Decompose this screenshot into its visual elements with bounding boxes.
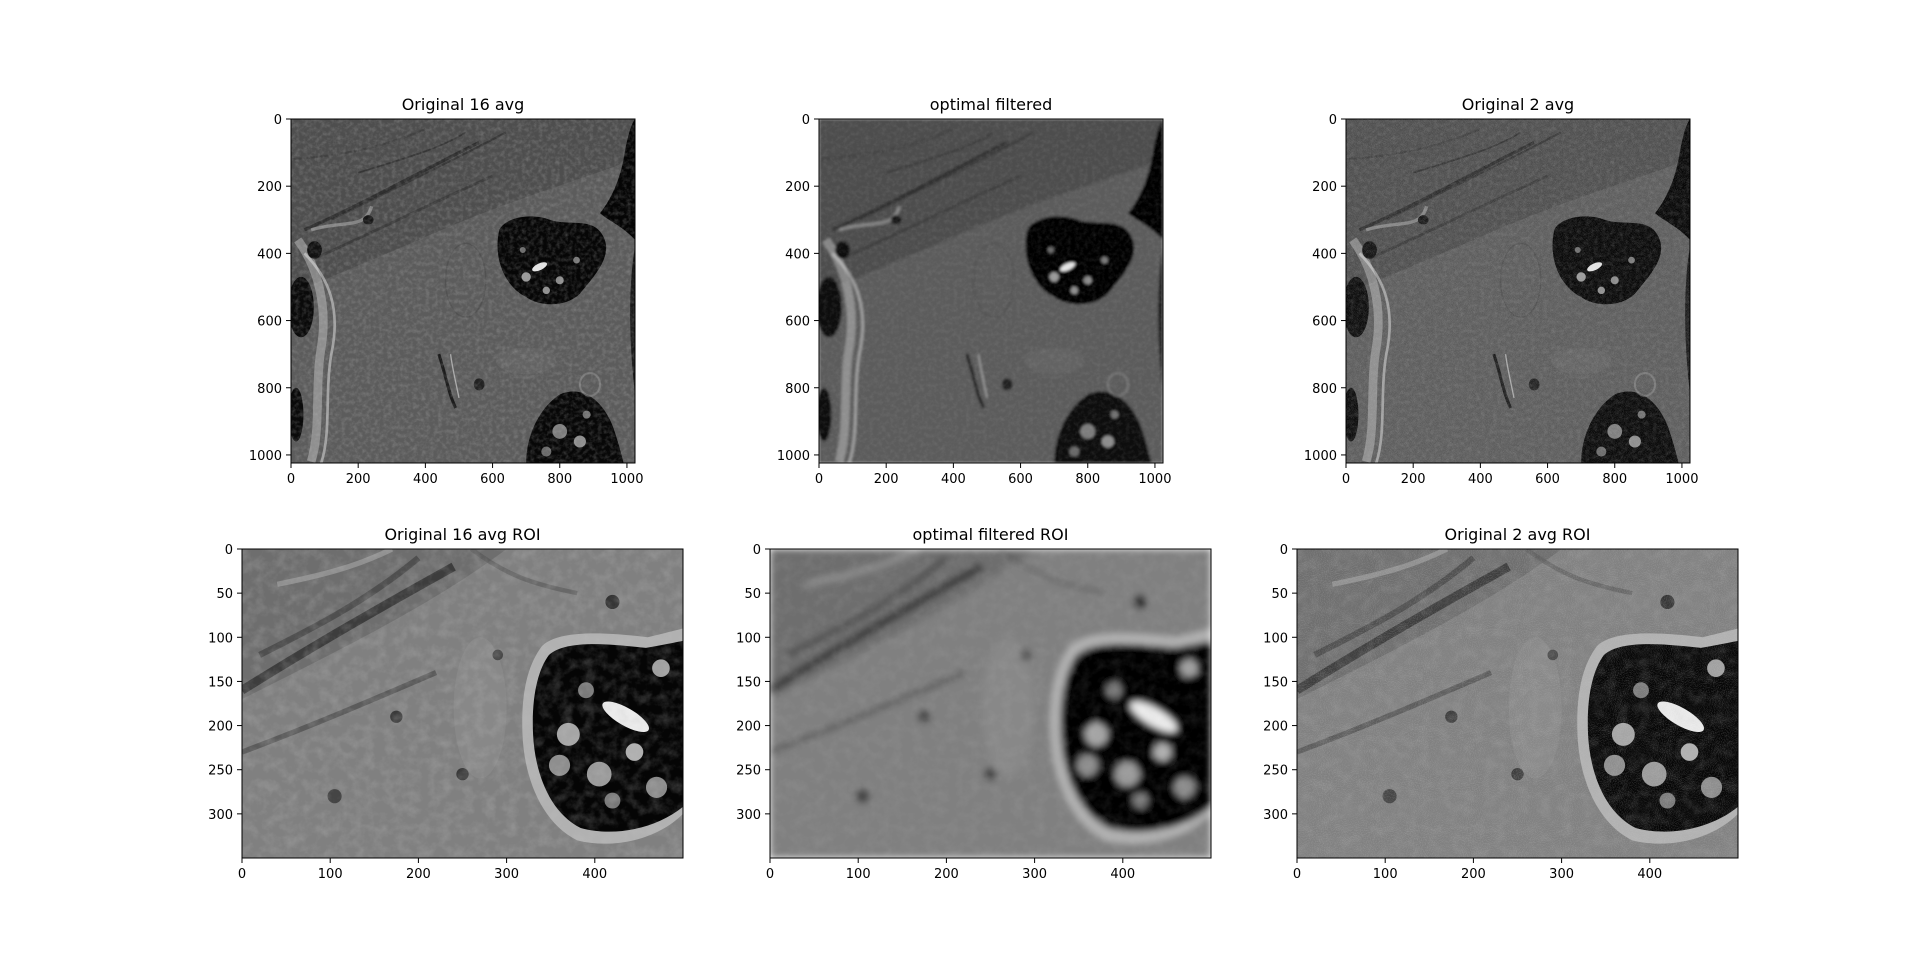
- panel-image-optimal: [819, 119, 1163, 464]
- y-tick-label: 50: [1271, 587, 1288, 602]
- y-tick-label: 300: [208, 808, 233, 823]
- panel-orig2: Original 2 avg 0 200 400 600 800 1000 0 200 400 60…: [1304, 95, 1699, 487]
- axes-frame: [290, 118, 636, 464]
- x-tick-label: 1000: [610, 472, 643, 487]
- y-tick-label: 50: [744, 587, 761, 602]
- y-tick-label: 250: [1263, 764, 1288, 779]
- y-tick-label: 150: [1263, 675, 1288, 690]
- x-tick-label: 100: [846, 867, 871, 882]
- x-tick-label: 400: [1110, 867, 1135, 882]
- x-tick-label: 600: [1008, 472, 1033, 487]
- panel-orig16roi: Original 16 avg ROI 0 100 200 300 400 0 50 100 15…: [208, 525, 684, 882]
- y-tick-label: 250: [736, 764, 761, 779]
- x-tick-label: 400: [413, 472, 438, 487]
- y-tick-label: 100: [1263, 631, 1288, 646]
- y-tick-label: 200: [1312, 180, 1337, 195]
- x-tick-label: 0: [1293, 867, 1301, 882]
- x-tick-label: 400: [582, 867, 607, 882]
- panel-image-orig2: [1346, 119, 1690, 464]
- y-tick-label: 1000: [1304, 449, 1337, 464]
- y-tick-label: 800: [1312, 382, 1337, 397]
- y-tick-label: 0: [753, 543, 761, 558]
- axes-frame: [1345, 118, 1691, 464]
- panel-image-orig2roi: [1297, 549, 1738, 858]
- y-tick-label: 150: [736, 675, 761, 690]
- axes-frame: [769, 548, 1212, 859]
- y-tick-label: 200: [257, 180, 282, 195]
- panel-image-orig16roi: [242, 549, 683, 858]
- x-tick-label: 0: [287, 472, 295, 487]
- panel-title: Original 16 avg ROI: [384, 525, 540, 544]
- panel-title: Original 2 avg: [1462, 95, 1574, 114]
- x-tick-label: 1000: [1665, 472, 1698, 487]
- x-tick-label: 0: [815, 472, 823, 487]
- y-tick-label: 1000: [249, 449, 282, 464]
- y-tick-label: 100: [736, 631, 761, 646]
- y-tick-label: 600: [257, 315, 282, 330]
- x-tick-label: 400: [1468, 472, 1493, 487]
- x-tick-label: 100: [318, 867, 343, 882]
- x-tick-label: 400: [1637, 867, 1662, 882]
- x-tick-label: 1000: [1138, 472, 1171, 487]
- x-tick-label: 100: [1373, 867, 1398, 882]
- y-tick-label: 800: [785, 382, 810, 397]
- x-tick-label: 600: [480, 472, 505, 487]
- panel-image-orig16: [291, 119, 635, 464]
- x-tick-label: 0: [238, 867, 246, 882]
- x-tick-label: 200: [934, 867, 959, 882]
- x-tick-label: 300: [1549, 867, 1574, 882]
- y-tick-label: 0: [802, 113, 810, 128]
- panel-title: Original 2 avg ROI: [1445, 525, 1591, 544]
- x-tick-label: 800: [547, 472, 572, 487]
- x-tick-label: 300: [494, 867, 519, 882]
- x-tick-label: 200: [406, 867, 431, 882]
- panel-image-optimalroi: [770, 549, 1211, 858]
- y-tick-label: 600: [785, 315, 810, 330]
- panel-title: optimal filtered: [930, 95, 1052, 114]
- y-tick-label: 1000: [777, 449, 810, 464]
- y-tick-label: 200: [736, 720, 761, 735]
- y-tick-label: 0: [1329, 113, 1337, 128]
- panel-optimal: optimal filtered 0 200 400 600 800 1000 0 200 400…: [777, 95, 1172, 487]
- y-tick-label: 400: [257, 247, 282, 262]
- y-tick-label: 400: [1312, 247, 1337, 262]
- x-tick-label: 0: [1342, 472, 1350, 487]
- x-tick-label: 200: [874, 472, 899, 487]
- x-tick-label: 200: [1401, 472, 1426, 487]
- x-tick-label: 200: [346, 472, 371, 487]
- y-tick-label: 100: [208, 631, 233, 646]
- axes-frame: [818, 118, 1164, 464]
- y-tick-label: 600: [1312, 315, 1337, 330]
- x-tick-label: 0: [766, 867, 774, 882]
- y-tick-label: 400: [785, 247, 810, 262]
- axes-frame: [1296, 548, 1739, 859]
- panel-optimalroi: optimal filtered ROI 0 100 200 300 400 0 50 100 1…: [736, 525, 1212, 882]
- panel-title: optimal filtered ROI: [913, 525, 1069, 544]
- y-tick-label: 200: [785, 180, 810, 195]
- y-tick-label: 150: [208, 675, 233, 690]
- axes-frame: [241, 548, 684, 859]
- panel-title: Original 16 avg: [402, 95, 525, 114]
- y-tick-label: 300: [736, 808, 761, 823]
- x-tick-label: 600: [1535, 472, 1560, 487]
- y-tick-label: 200: [1263, 720, 1288, 735]
- y-tick-label: 0: [274, 113, 282, 128]
- y-tick-label: 300: [1263, 808, 1288, 823]
- y-tick-label: 50: [216, 587, 233, 602]
- panel-orig2roi: Original 2 avg ROI 0 100 200 300 400 0 50 100 150…: [1263, 525, 1739, 882]
- y-tick-label: 0: [1280, 543, 1288, 558]
- x-tick-label: 400: [941, 472, 966, 487]
- x-tick-label: 300: [1022, 867, 1047, 882]
- panel-orig16: Original 16 avg 0 200 400 600 800 1000 0 200 400 6…: [249, 95, 644, 487]
- x-tick-label: 200: [1461, 867, 1486, 882]
- x-tick-label: 800: [1075, 472, 1100, 487]
- x-tick-label: 800: [1602, 472, 1627, 487]
- y-tick-label: 0: [225, 543, 233, 558]
- y-tick-label: 200: [208, 720, 233, 735]
- y-tick-label: 800: [257, 382, 282, 397]
- y-tick-label: 250: [208, 764, 233, 779]
